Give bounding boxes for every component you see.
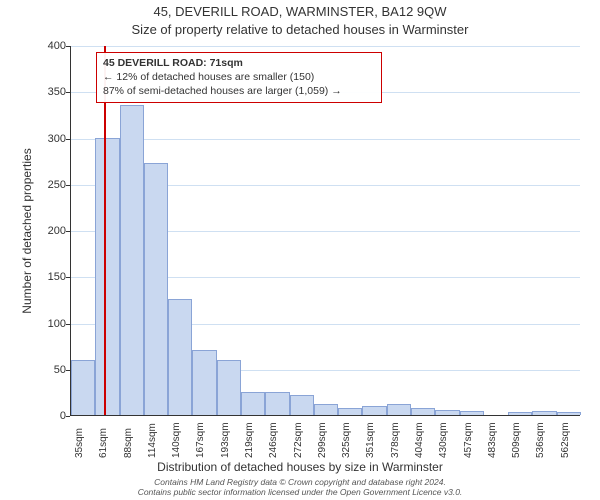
x-axis-label: Distribution of detached houses by size … [0, 460, 600, 474]
x-tick-label: 325sqm [341, 422, 352, 458]
x-tick-label: 404sqm [414, 422, 425, 458]
x-tick-label: 193sqm [220, 422, 231, 458]
histogram-bar [338, 408, 362, 415]
x-tick-label: 35sqm [74, 428, 85, 458]
y-tick-mark [66, 324, 70, 325]
histogram-bar [460, 411, 484, 415]
callout-line: ← 12% of detached houses are smaller (15… [103, 70, 375, 84]
x-tick-label: 88sqm [123, 428, 134, 458]
y-tick-mark [66, 231, 70, 232]
y-tick-mark [66, 277, 70, 278]
y-tick-label: 150 [26, 271, 66, 283]
histogram-bar [508, 412, 532, 415]
x-tick-label: 114sqm [147, 423, 158, 458]
gridline [71, 139, 580, 140]
y-tick-mark [66, 139, 70, 140]
histogram-bar [217, 360, 241, 416]
x-tick-label: 483sqm [487, 422, 498, 458]
x-tick-label: 272sqm [293, 422, 304, 458]
histogram-bar [387, 404, 411, 415]
x-tick-label: 167sqm [195, 422, 206, 458]
x-tick-label: 246sqm [268, 422, 279, 458]
callout-line: 45 DEVERILL ROAD: 71sqm [103, 56, 375, 70]
histogram-bar [192, 350, 216, 415]
y-tick-label: 100 [26, 318, 66, 330]
y-tick-mark [66, 185, 70, 186]
histogram-bar [314, 404, 338, 415]
x-tick-label: 61sqm [98, 428, 109, 458]
chart-title-address: 45, DEVERILL ROAD, WARMINSTER, BA12 9QW [0, 4, 600, 19]
y-tick-label: 250 [26, 179, 66, 191]
y-tick-label: 350 [26, 86, 66, 98]
histogram-bar [144, 163, 168, 415]
x-tick-label: 140sqm [171, 422, 182, 458]
histogram-bar [95, 138, 119, 416]
chart-title-subtitle: Size of property relative to detached ho… [0, 22, 600, 37]
callout-box: 45 DEVERILL ROAD: 71sqm← 12% of detached… [96, 52, 382, 103]
footer-line-2: Contains public sector information licen… [0, 488, 600, 498]
histogram-bar [435, 410, 459, 415]
y-tick-mark [66, 370, 70, 371]
attribution-footer: Contains HM Land Registry data © Crown c… [0, 478, 600, 498]
y-tick-label: 0 [26, 410, 66, 422]
x-tick-label: 378sqm [390, 422, 401, 458]
x-tick-label: 509sqm [511, 422, 522, 458]
histogram-bar [168, 299, 192, 415]
y-tick-mark [66, 46, 70, 47]
histogram-bar [532, 411, 556, 415]
histogram-bar [290, 395, 314, 415]
x-tick-label: 562sqm [560, 422, 571, 458]
histogram-bar [71, 360, 95, 416]
y-tick-label: 50 [26, 364, 66, 376]
y-tick-mark [66, 92, 70, 93]
y-tick-label: 400 [26, 40, 66, 52]
histogram-bar [241, 392, 265, 415]
x-tick-label: 457sqm [463, 422, 474, 458]
x-tick-label: 536sqm [535, 422, 546, 458]
x-tick-label: 430sqm [438, 422, 449, 458]
histogram-bar [362, 406, 386, 415]
callout-line: 87% of semi-detached houses are larger (… [103, 84, 375, 98]
histogram-bar [557, 412, 581, 415]
gridline [71, 46, 580, 47]
x-tick-label: 351sqm [365, 422, 376, 458]
y-tick-mark [66, 416, 70, 417]
histogram-bar [120, 105, 144, 415]
y-tick-label: 200 [26, 225, 66, 237]
x-tick-label: 299sqm [317, 422, 328, 458]
histogram-bar [411, 408, 435, 415]
histogram-bar [265, 392, 289, 415]
x-tick-label: 219sqm [244, 422, 255, 458]
y-tick-label: 300 [26, 133, 66, 145]
chart-container: { "title_line1": "45, DEVERILL ROAD, WAR… [0, 0, 600, 500]
